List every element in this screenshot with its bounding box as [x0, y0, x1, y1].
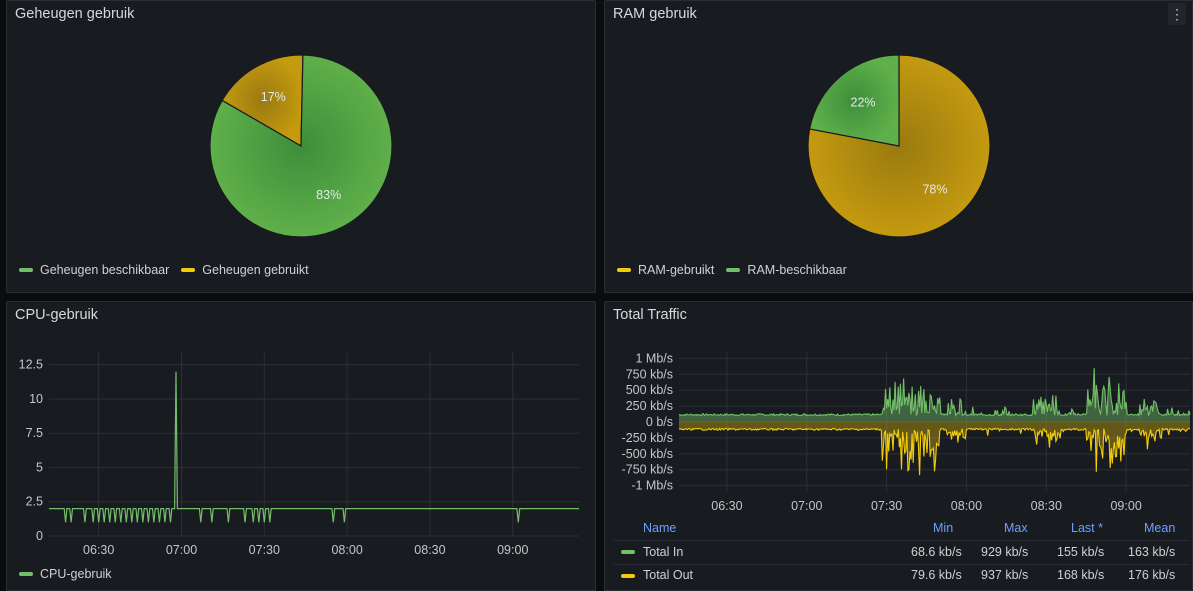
legend-item[interactable]: CPU-gebruik	[19, 567, 112, 581]
legend-item[interactable]: RAM-beschikbaar	[726, 263, 847, 277]
x-tick-label: 08:30	[414, 543, 445, 557]
traffic-area-total-out	[679, 422, 1190, 476]
y-tick-label: 1 Mb/s	[635, 351, 673, 365]
legend-header-last[interactable]: Last *	[1071, 521, 1103, 535]
legend-row-min: 79.6 kb/s	[911, 568, 962, 582]
legend-label: RAM-beschikbaar	[747, 263, 847, 277]
x-tick-label: 07:30	[871, 499, 902, 513]
x-tick-label: 09:00	[497, 543, 528, 557]
legend-label: Geheugen gebruikt	[202, 263, 309, 277]
y-tick-label: -250 kb/s	[622, 431, 673, 445]
panel-title[interactable]: CPU-gebruik	[15, 307, 98, 323]
legend-swatch	[726, 268, 741, 272]
pie-slice-geheugen-beschikbaar[interactable]	[209, 54, 393, 238]
traffic-panel: Total Traffic 1 Mb/s 750 kb/s 500 kb/s 250 …	[604, 301, 1193, 591]
legend-item[interactable]: Geheugen beschikbaar	[19, 263, 169, 277]
legend-swatch	[621, 550, 635, 554]
legend-row-last: 155 kb/s	[1057, 545, 1105, 559]
y-tick-label: 5	[36, 460, 43, 474]
panel-title[interactable]: Total Traffic	[613, 307, 687, 323]
legend-item[interactable]: Geheugen gebruikt	[181, 263, 309, 277]
y-tick-label: 10	[29, 392, 43, 406]
legend-swatch	[617, 268, 631, 272]
legend-divider	[613, 540, 1188, 541]
legend-swatch	[19, 268, 33, 272]
legend-swatch	[181, 268, 196, 272]
geheugen-pie: 17% 83%	[209, 54, 393, 238]
legend: RAM-gebruikt RAM-beschikbaar	[617, 263, 859, 277]
pie-slice-geheugen-gebruikt[interactable]	[221, 54, 304, 148]
x-tick-label: 07:30	[249, 543, 280, 557]
pie-slice-label: 78%	[922, 182, 947, 196]
legend-row-max: 937 kb/s	[981, 568, 1029, 582]
geheugen-panel: Geheugen gebruik 17% 83% Geheugen beschik…	[6, 0, 596, 293]
y-tick-label: 0 b/s	[646, 415, 673, 429]
legend-divider	[613, 564, 1188, 565]
legend-header-min[interactable]: Min	[933, 521, 954, 535]
pie-slice-label: 83%	[316, 188, 341, 202]
x-tick-label: 08:00	[331, 543, 362, 557]
legend-item[interactable]: RAM-gebruikt	[617, 263, 714, 277]
traffic-chart: 1 Mb/s 750 kb/s 500 kb/s 250 kb/s 0 b/s -250 …	[622, 351, 1191, 513]
legend-header-name[interactable]: Name	[643, 521, 677, 535]
panel-menu-icon[interactable]: ⋮	[1168, 3, 1186, 25]
y-tick-label: 250 kb/s	[626, 399, 673, 413]
y-tick-label: 750 kb/s	[626, 367, 673, 381]
y-tick-label: -500 kb/s	[622, 447, 673, 461]
panel-title[interactable]: RAM gebruik	[613, 6, 697, 22]
pie-slices: 78% 22%	[807, 54, 991, 238]
x-tick-label: 07:00	[791, 499, 822, 513]
y-tick-label: 12.5	[19, 358, 43, 372]
pie-slice-ram-beschikbaar[interactable]	[808, 54, 900, 147]
legend-swatch	[621, 574, 635, 578]
legend-swatch	[19, 572, 33, 576]
y-tick-label: 7.5	[26, 426, 43, 440]
legend-row-mean: 163 kb/s	[1128, 545, 1176, 559]
y-tick-label: 2.5	[26, 495, 43, 509]
y-tick-label: 0	[36, 529, 43, 543]
cpu-series-line[interactable]	[49, 371, 579, 523]
legend-header-max[interactable]: Max	[1004, 521, 1028, 535]
x-tick-label: 09:00	[1110, 499, 1141, 513]
y-tick-label: -1 Mb/s	[631, 479, 673, 493]
x-tick-label: 08:30	[1031, 499, 1062, 513]
pie-slices: 17% 83%	[209, 54, 393, 238]
legend-row-mean: 176 kb/s	[1128, 568, 1176, 582]
y-tick-label: 500 kb/s	[626, 383, 673, 397]
cpu-panel: CPU-gebruik 0 2.5 5 7.5 10 12.5 06:30 07:00 07:3…	[6, 301, 596, 591]
legend: Geheugen beschikbaar Geheugen gebruikt	[19, 263, 321, 277]
y-tick-label: -750 kb/s	[622, 463, 673, 477]
ram-panel: RAM gebruik ⋮ 78% 22% RAM-gebruikt RAM-be…	[604, 0, 1193, 293]
panel-title[interactable]: Geheugen gebruik	[15, 6, 135, 22]
pie-slice-ram-gebruikt[interactable]	[807, 54, 991, 238]
pie-slice-label: 17%	[261, 90, 286, 104]
x-tick-label: 07:00	[166, 543, 197, 557]
legend-row-last: 168 kb/s	[1057, 568, 1105, 582]
legend-label: Geheugen beschikbaar	[40, 263, 170, 277]
legend: CPU-gebruik	[19, 567, 124, 581]
x-tick-label: 08:00	[951, 499, 982, 513]
cpu-chart: 0 2.5 5 7.5 10 12.5 06:30 07:00 07:30 08:00 08:30 0…	[19, 351, 579, 557]
traffic-line-total-in[interactable]	[678, 368, 1191, 418]
x-tick-label: 06:30	[711, 499, 742, 513]
legend-label: RAM-gebruikt	[638, 263, 715, 277]
legend-row-name: Total Out	[643, 568, 694, 582]
legend-label: CPU-gebruik	[40, 567, 112, 581]
traffic-line-total-out[interactable]	[678, 427, 1191, 476]
legend-header-mean[interactable]: Mean	[1144, 521, 1176, 535]
x-tick-label: 06:30	[83, 543, 114, 557]
ram-pie: 78% 22%	[807, 54, 991, 238]
legend-row-min: 68.6 kb/s	[911, 545, 962, 559]
pie-slice-label: 22%	[851, 96, 876, 110]
legend-row-max: 929 kb/s	[981, 545, 1029, 559]
legend-row-name: Total In	[643, 545, 684, 559]
